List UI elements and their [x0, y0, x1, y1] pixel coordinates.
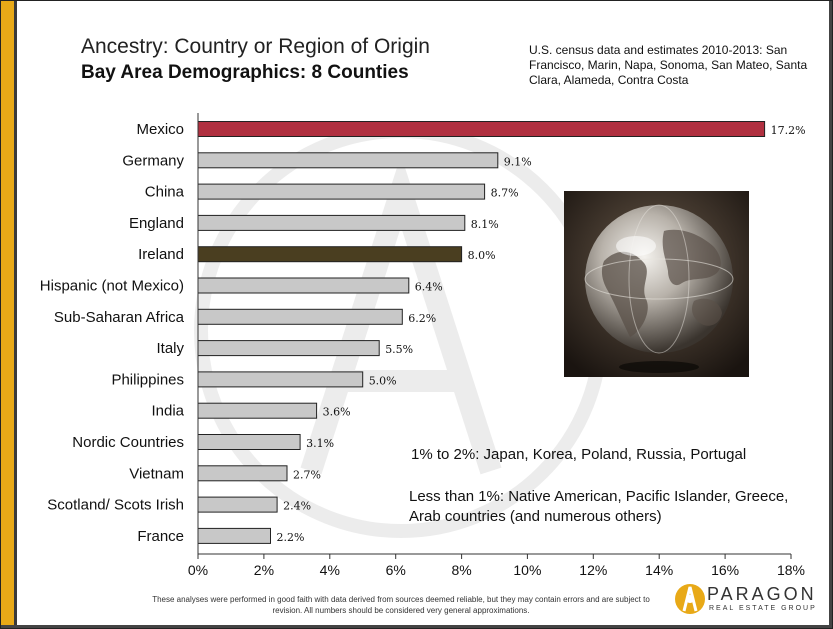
bar-4	[197, 246, 463, 263]
value-label: 8.1%	[471, 218, 499, 231]
x-tick-label: 18%	[777, 562, 805, 578]
frame-edge-bottom	[1, 625, 832, 628]
bar-13	[197, 527, 271, 544]
bar-10	[197, 434, 301, 450]
bar-0	[197, 121, 766, 137]
category-label: England	[129, 215, 184, 232]
value-label: 6.4%	[415, 281, 443, 294]
value-label: 2.7%	[293, 468, 321, 481]
category-label: Vietnam	[129, 465, 184, 482]
logo-tagline: REAL ESTATE GROUP	[709, 605, 817, 612]
x-tick-label: 10%	[513, 562, 541, 578]
bar-11	[197, 465, 288, 482]
value-label: 5.0%	[369, 374, 397, 387]
logo-name: PARAGON	[707, 584, 817, 604]
annotation-less-than-1-percent: Less than 1%: Native American, Pacific I…	[409, 488, 789, 525]
accent-band	[1, 1, 14, 628]
globe-image	[564, 191, 749, 377]
category-label: France	[137, 528, 184, 545]
bar-7	[197, 340, 380, 357]
bar-2	[197, 183, 486, 200]
bar-3	[197, 214, 466, 231]
value-label: 3.1%	[306, 437, 334, 450]
chart-subtitle: Bay Area Demographics: 8 Counties	[81, 62, 409, 83]
value-label: 5.5%	[385, 343, 413, 356]
category-label: Mexico	[136, 121, 184, 138]
value-label: 8.7%	[491, 187, 519, 200]
disclaimer: These analyses were performed in good fa…	[152, 595, 650, 615]
x-tick-label: 6%	[386, 562, 406, 578]
bar-1	[197, 152, 499, 169]
value-label: 3.6%	[323, 406, 351, 419]
category-label: Philippines	[111, 371, 184, 388]
value-label: 8.0%	[468, 249, 496, 262]
category-label: Nordic Countries	[72, 434, 184, 451]
category-label: Ireland	[138, 246, 184, 263]
value-labels-layer: 17.2% 9.1% 8.7% 8.1% 8.0% 6.4% 6.2% 5.5% 5.0% 3.6…	[277, 124, 806, 544]
bar-9	[197, 402, 318, 419]
bars-layer	[197, 121, 766, 544]
annotation-1-to-2-percent: 1% to 2%: Japan, Korea, Poland, Russia, …	[411, 446, 747, 463]
paragon-logo-icon	[675, 584, 705, 614]
bar-12	[197, 496, 278, 513]
bar-6	[197, 308, 403, 325]
category-label: Sub-Saharan Africa	[54, 309, 185, 326]
value-label: 2.2%	[277, 531, 305, 544]
bar-8	[197, 371, 364, 388]
x-tick-label: 14%	[645, 562, 673, 578]
chart-title: Ancestry: Country or Region of Origin	[81, 35, 430, 58]
source-note: U.S. census data and estimates 2010-2013…	[529, 43, 808, 87]
x-tick-label: 8%	[451, 562, 471, 578]
x-tick-label: 2%	[254, 562, 274, 578]
value-label: 2.4%	[283, 500, 311, 513]
x-axis: 0% 2% 4% 6% 8% 10% 12% 14% 16% 18%	[188, 113, 805, 578]
value-label: 17.2%	[771, 124, 806, 137]
x-tick-label: 12%	[579, 562, 607, 578]
category-label: Italy	[156, 340, 184, 357]
value-label: 9.1%	[504, 155, 532, 168]
category-label: China	[145, 184, 185, 201]
category-label: Hispanic (not Mexico)	[40, 278, 184, 295]
accent-band-edge	[14, 1, 17, 628]
frame-edge-right	[829, 1, 832, 628]
category-labels-layer: Mexico Germany China England Ireland Hispanic…	[40, 121, 185, 545]
bar-5	[197, 277, 410, 294]
x-tick-label: 16%	[711, 562, 739, 578]
category-label: Scotland/ Scots Irish	[47, 497, 184, 514]
value-label: 6.2%	[408, 312, 436, 325]
category-label: Germany	[122, 152, 184, 169]
x-tick-label: 0%	[188, 562, 208, 578]
x-tick-label: 4%	[320, 562, 340, 578]
category-label: India	[151, 403, 184, 420]
